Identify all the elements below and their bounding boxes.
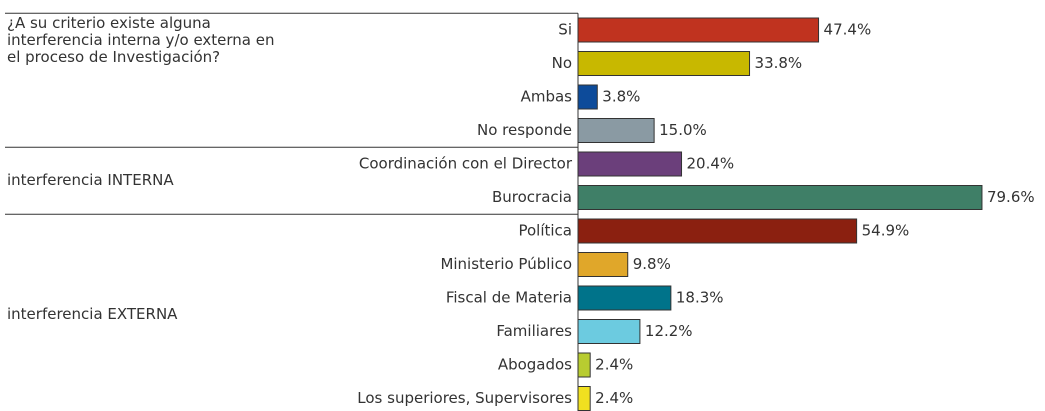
category-label: No [552,54,572,72]
category-label: Coordinación con el Director [359,155,573,173]
bar [577,285,672,311]
group-label: ¿A su criterio existe alguna interferenc… [7,14,275,67]
bar [577,352,591,378]
category-label: Ambas [521,88,573,106]
bar [577,151,683,177]
bar [577,84,598,110]
bar [577,386,591,411]
value-label: 20.4% [687,155,735,173]
group-label: interferencia EXTERNA [7,304,178,323]
category-label: No responde [477,121,572,139]
bar [577,17,820,43]
value-label: 18.3% [676,289,724,307]
value-label: 9.8% [633,255,671,273]
category-label: Fiscal de Materia [446,289,572,307]
bar [577,51,751,76]
category-label: Familiares [496,322,572,340]
value-label: 54.9% [862,222,910,240]
value-label: 79.6% [987,188,1035,206]
value-label: 3.8% [602,88,640,106]
bar [577,218,858,244]
category-label: Si [558,21,572,39]
bar [577,118,655,143]
category-label: Abogados [498,356,572,374]
value-label: 12.2% [645,322,693,340]
value-label: 2.4% [595,389,633,407]
value-label: 47.4% [824,21,872,39]
bar [577,319,641,344]
category-label: Los superiores, Supervisores [357,389,572,407]
category-label: Ministerio Público [440,255,572,273]
value-label: 2.4% [595,356,633,374]
value-label: 15.0% [659,121,707,139]
category-label: Burocracia [492,188,572,206]
bar [577,252,629,277]
group-label: interferencia INTERNA [7,170,174,189]
value-label: 33.8% [755,54,803,72]
bar [577,185,983,210]
category-label: Política [518,222,572,240]
